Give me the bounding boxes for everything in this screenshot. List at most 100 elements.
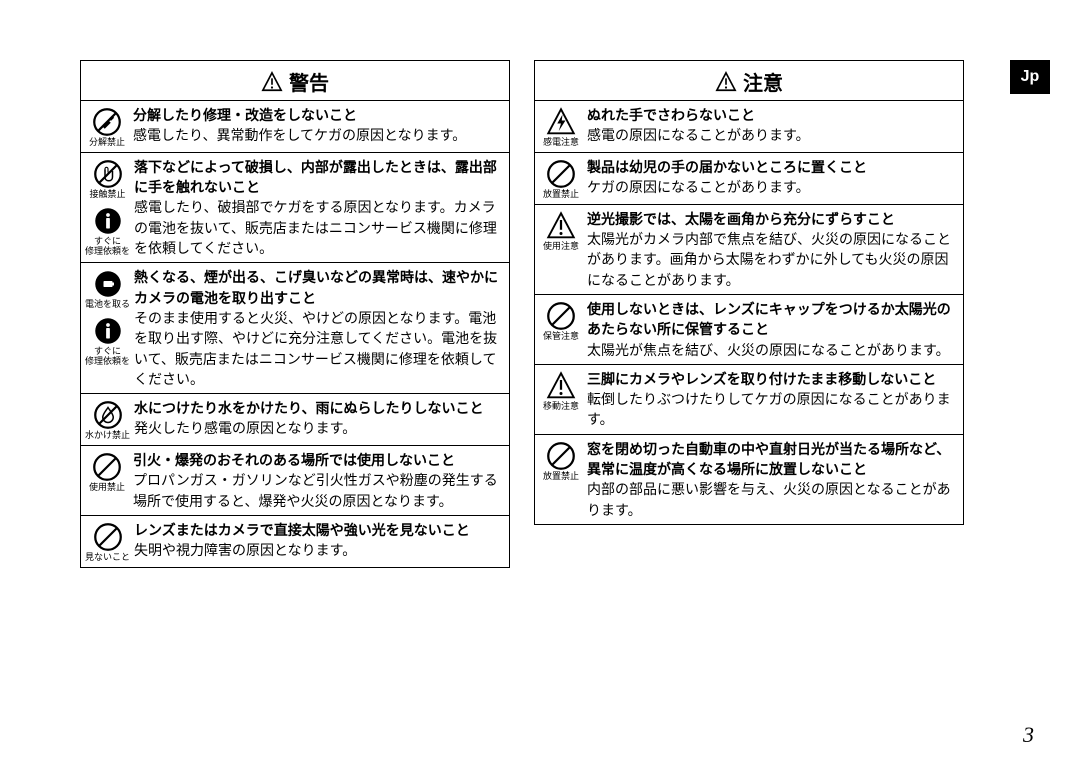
caution-triangle-icon	[715, 71, 737, 93]
prohibit-icon: 見ないこと	[85, 522, 130, 563]
row-body: 太陽光が焦点を結び、火災の原因になることがあります。	[587, 340, 957, 360]
row-title: 熱くなる、煙が出る、こげ臭いなどの異常時は、速やかにカメラの電池を取り出すこと	[134, 267, 503, 308]
warning-header-text: 警告	[289, 67, 329, 96]
action-icon: すぐに 修理依頼を	[85, 206, 130, 257]
icon-column: 移動注意	[539, 369, 583, 412]
icon-label: 接触禁止	[90, 190, 126, 200]
row-title: 使用しないときは、レンズにキャップをつけるか太陽光のあたらない所に保管すること	[587, 299, 957, 340]
row-title: 逆光撮影では、太陽を画角から充分にずらすこと	[587, 209, 957, 229]
row-body: 感電の原因になることがあります。	[587, 125, 957, 145]
caution-row: 保管注意使用しないときは、レンズにキャップをつけるか太陽光のあたらない所に保管す…	[535, 295, 963, 365]
row-body: 失明や視力障害の原因となります。	[134, 540, 503, 560]
row-text: 熱くなる、煙が出る、こげ臭いなどの異常時は、速やかにカメラの電池を取り出すことそ…	[130, 267, 503, 389]
row-body: 発火したり感電の原因となります。	[134, 418, 503, 438]
icon-label: すぐに 修理依頼を	[85, 347, 130, 367]
warning-header: 警告	[81, 61, 509, 101]
row-title: ぬれた手でさわらないこと	[587, 105, 957, 125]
action-icon: すぐに 修理依頼を	[85, 316, 130, 367]
icon-label: 見ないこと	[85, 553, 130, 563]
row-title: 製品は幼児の手の届かないところに置くこと	[587, 157, 957, 177]
icon-label: 移動注意	[543, 402, 579, 412]
row-text: 水につけたり水をかけたり、雨にぬらしたりしないこと発火したり感電の原因となります…	[130, 398, 503, 439]
icon-label: 電池を取る	[85, 300, 130, 310]
row-title: 落下などによって破損し、内部が露出したときは、露出部に手を触れないこと	[134, 157, 503, 198]
row-text: 落下などによって破損し、内部が露出したときは、露出部に手を触れないこと感電したり…	[130, 157, 503, 258]
caution-header-text: 注意	[743, 67, 783, 96]
row-body: ケガの原因になることがあります。	[587, 177, 957, 197]
page-number: 3	[1023, 722, 1034, 748]
notouch-icon: 接触禁止	[90, 159, 126, 200]
disassemble-icon: 分解禁止	[89, 107, 125, 148]
row-text: 引火・爆発のおそれのある場所では使用しないことプロパンガス・ガソリンなど引火性ガ…	[129, 450, 503, 511]
caution-row: 移動注意三脚にカメラやレンズを取り付けたまま移動しないこと転倒したりぶつけたりし…	[535, 365, 963, 435]
safety-page: 警告 分解禁止分解したり修理・改造をしないこと感電したり、異常動作をしてケガの原…	[0, 0, 1080, 588]
caution-header: 注意	[535, 61, 963, 101]
row-body: 内部の部品に悪い影響を与え、火災の原因となることがあります。	[587, 479, 957, 520]
row-body: 転倒したりぶつけたりしてケガの原因になることがあります。	[587, 389, 957, 430]
icon-label: 使用禁止	[89, 483, 125, 493]
prohibit-icon: 保管注意	[543, 301, 579, 342]
row-title: 水につけたり水をかけたり、雨にぬらしたりしないこと	[134, 398, 503, 418]
caution-rows: 感電注意ぬれた手でさわらないこと感電の原因になることがあります。放置禁止製品は幼…	[535, 101, 963, 524]
warning-row: 電池を取るすぐに 修理依頼を熱くなる、煙が出る、こげ臭いなどの異常時は、速やかに…	[81, 263, 509, 394]
row-text: 使用しないときは、レンズにキャップをつけるか太陽光のあたらない所に保管すること太…	[583, 299, 957, 360]
row-text: レンズまたはカメラで直接太陽や強い光を見ないこと失明や視力障害の原因となります。	[130, 520, 503, 561]
warning-column: 警告 分解禁止分解したり修理・改造をしないこと感電したり、異常動作をしてケガの原…	[80, 60, 510, 568]
warning-row: 見ないことレンズまたはカメラで直接太陽や強い光を見ないこと失明や視力障害の原因と…	[81, 516, 509, 567]
row-text: 窓を閉め切った自動車の中や直射日光が当たる場所など、異常に温度が高くなる場所に放…	[583, 439, 957, 520]
icon-label: 使用注意	[543, 242, 579, 252]
caution-row: 放置禁止製品は幼児の手の届かないところに置くことケガの原因になることがあります。	[535, 153, 963, 205]
row-text: 分解したり修理・改造をしないこと感電したり、異常動作をしてケガの原因となります。	[129, 105, 503, 146]
row-body: 太陽光がカメラ内部で焦点を結び、火災の原因になることがあります。画角から太陽をわ…	[587, 229, 957, 290]
warning-row: 接触禁止すぐに 修理依頼を落下などによって破損し、内部が露出したときは、露出部に…	[81, 153, 509, 263]
row-body: 感電したり、異常動作をしてケガの原因となります。	[133, 125, 503, 145]
nowater-icon: 水かけ禁止	[85, 400, 130, 441]
icon-column: 放置禁止	[539, 439, 583, 482]
icon-column: 使用禁止	[85, 450, 129, 493]
shock-icon: 感電注意	[543, 107, 579, 148]
icon-column: 見ないこと	[85, 520, 130, 563]
icon-column: 水かけ禁止	[85, 398, 130, 441]
icon-label: 放置禁止	[543, 190, 579, 200]
icon-label: 分解禁止	[89, 138, 125, 148]
warning-rows: 分解禁止分解したり修理・改造をしないこと感電したり、異常動作をしてケガの原因とな…	[81, 101, 509, 567]
row-text: 製品は幼児の手の届かないところに置くことケガの原因になることがあります。	[583, 157, 957, 198]
icon-label: 保管注意	[543, 332, 579, 342]
row-title: レンズまたはカメラで直接太陽や強い光を見ないこと	[134, 520, 503, 540]
icon-label: 感電注意	[543, 138, 579, 148]
icon-column: 分解禁止	[85, 105, 129, 148]
icon-column: 保管注意	[539, 299, 583, 342]
caution-row: 使用注意逆光撮影では、太陽を画角から充分にずらすこと太陽光がカメラ内部で焦点を結…	[535, 205, 963, 295]
warning-triangle-icon	[261, 71, 283, 93]
row-body: プロパンガス・ガソリンなど引火性ガスや粉塵の発生する場所で使用すると、爆発や火災…	[133, 470, 503, 511]
prohibit-icon: 放置禁止	[543, 441, 579, 482]
icon-column: 感電注意	[539, 105, 583, 148]
row-title: 三脚にカメラやレンズを取り付けたまま移動しないこと	[587, 369, 957, 389]
tri-icon: 使用注意	[543, 211, 579, 252]
prohibit-icon: 使用禁止	[89, 452, 125, 493]
row-title: 窓を閉め切った自動車の中や直射日光が当たる場所など、異常に温度が高くなる場所に放…	[587, 439, 957, 480]
row-title: 分解したり修理・改造をしないこと	[133, 105, 503, 125]
warning-row: 分解禁止分解したり修理・改造をしないこと感電したり、異常動作をしてケガの原因とな…	[81, 101, 509, 153]
tri-icon: 移動注意	[543, 371, 579, 412]
row-text: 逆光撮影では、太陽を画角から充分にずらすこと太陽光がカメラ内部で焦点を結び、火災…	[583, 209, 957, 290]
row-body: そのまま使用すると火災、やけどの原因となります。電池を取り出す際、やけどに充分注…	[134, 308, 503, 389]
warning-row: 水かけ禁止水につけたり水をかけたり、雨にぬらしたりしないこと発火したり感電の原因…	[81, 394, 509, 446]
icon-column: 使用注意	[539, 209, 583, 252]
row-text: 三脚にカメラやレンズを取り付けたまま移動しないこと転倒したりぶつけたりしてケガの…	[583, 369, 957, 430]
row-text: ぬれた手でさわらないこと感電の原因になることがあります。	[583, 105, 957, 146]
caution-row: 感電注意ぬれた手でさわらないこと感電の原因になることがあります。	[535, 101, 963, 153]
warning-row: 使用禁止引火・爆発のおそれのある場所では使用しないことプロパンガス・ガソリンなど…	[81, 446, 509, 516]
icon-label: 水かけ禁止	[85, 431, 130, 441]
row-title: 引火・爆発のおそれのある場所では使用しないこと	[133, 450, 503, 470]
icon-label: すぐに 修理依頼を	[85, 237, 130, 257]
caution-column: 注意 感電注意ぬれた手でさわらないこと感電の原因になることがあります。放置禁止製…	[534, 60, 964, 525]
icon-column: 放置禁止	[539, 157, 583, 200]
row-body: 感電したり、破損部でケガをする原因となります。カメラの電池を抜いて、販売店または…	[134, 197, 503, 258]
icon-column: 電池を取るすぐに 修理依頼を	[85, 267, 130, 367]
caution-row: 放置禁止窓を閉め切った自動車の中や直射日光が当たる場所など、異常に温度が高くなる…	[535, 435, 963, 524]
icon-column: 接触禁止すぐに 修理依頼を	[85, 157, 130, 257]
battery-icon: 電池を取る	[85, 269, 130, 310]
prohibit-icon: 放置禁止	[543, 159, 579, 200]
language-tab: Jp	[1010, 60, 1050, 94]
